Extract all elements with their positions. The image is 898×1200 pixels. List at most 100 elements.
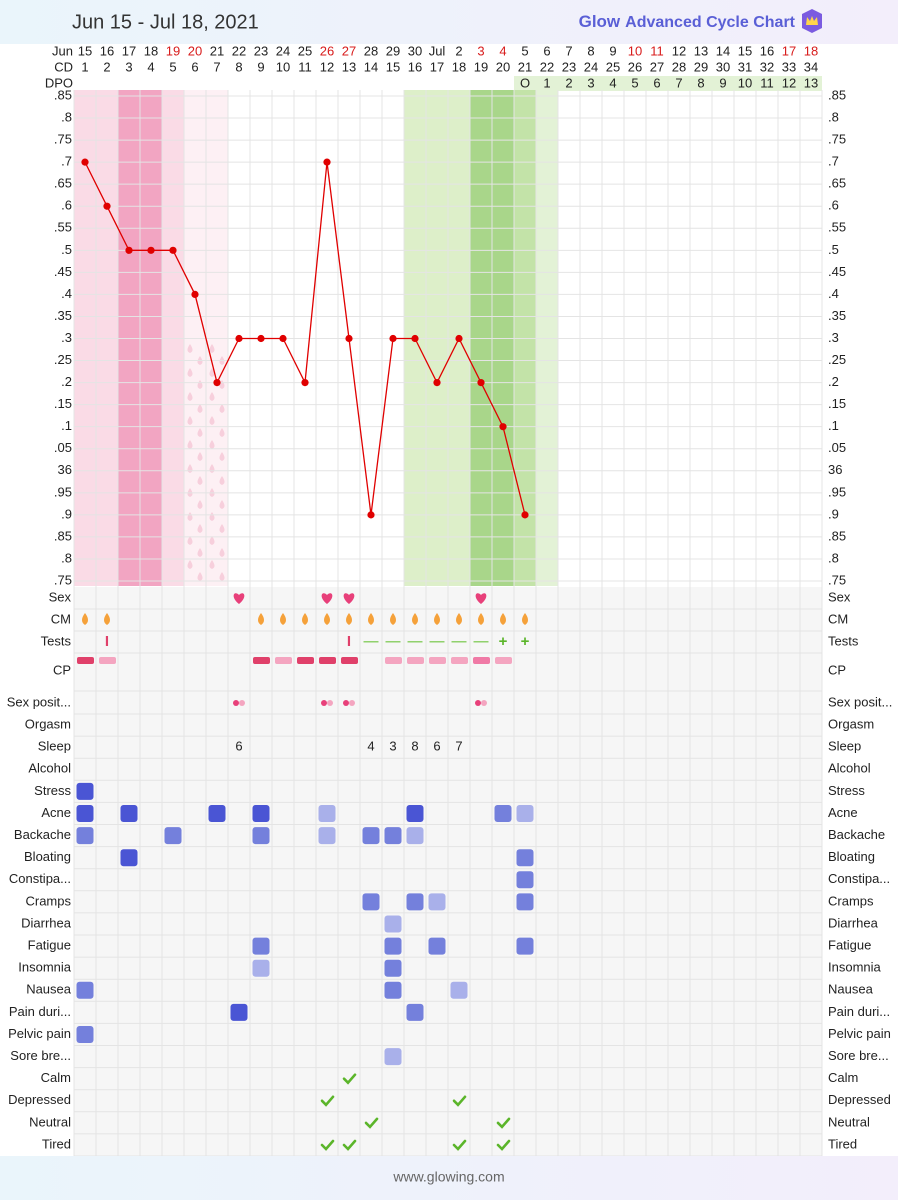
- y-tick-label: .95: [54, 484, 72, 499]
- y-tick-label: .7: [61, 154, 72, 169]
- cp-bar: [341, 657, 358, 664]
- symptom-label: Depressed: [8, 1092, 71, 1107]
- cd-label: 30: [716, 59, 730, 74]
- spotting-drop: [187, 512, 193, 521]
- dpo-bg: [800, 76, 822, 91]
- symptom-square: [384, 981, 402, 999]
- y-tick-label: .45: [54, 264, 72, 279]
- symptom-label-right: Orgasm: [828, 717, 874, 732]
- dpo-label: 2: [565, 75, 572, 90]
- symptom-square: [120, 805, 138, 822]
- spotting-drop: [197, 572, 203, 581]
- symptom-square: [516, 849, 534, 867]
- symptom-label: Orgasm: [25, 717, 71, 732]
- date-label: 13: [694, 43, 708, 58]
- y2-tick-label: .75: [828, 132, 846, 147]
- cm-drop: [82, 613, 88, 625]
- dpo-label: 4: [609, 75, 616, 90]
- mood-check: [342, 1139, 357, 1151]
- symptom-square: [76, 827, 94, 845]
- sleep-hours: 6: [235, 739, 242, 754]
- symptom-label: Sex: [49, 589, 72, 604]
- temperature-point: [323, 158, 331, 166]
- symptom-label-right: Pelvic pain: [828, 1026, 891, 1041]
- spotting-drop: [197, 428, 203, 437]
- date-label: 20: [188, 43, 202, 58]
- position-icon: [481, 700, 487, 706]
- symptom-square: [516, 893, 534, 911]
- cp-bar: [319, 657, 336, 664]
- temperature-point: [477, 378, 485, 387]
- temperature-point: [257, 334, 265, 343]
- brand-subtitle: Advanced Cycle Chart: [625, 14, 796, 31]
- mood-check: [452, 1095, 467, 1107]
- spotting-drop: [209, 512, 215, 521]
- symptom-label-right: Constipa...: [828, 871, 890, 886]
- symptom-square: [164, 827, 182, 845]
- y2-tick-label: .05: [828, 440, 846, 455]
- test-result: I: [347, 633, 351, 650]
- test-result: I: [105, 633, 109, 650]
- symptom-label-right: Sex posit...: [828, 694, 892, 709]
- y-tick-label: .15: [54, 396, 72, 411]
- brand: Glow Advanced Cycle Chart: [579, 12, 796, 31]
- dpo-bg: [668, 76, 690, 91]
- cm-drop: [500, 613, 506, 625]
- temperature-point: [81, 158, 89, 166]
- symptom-label: Calm: [41, 1070, 71, 1085]
- temperature-point: [235, 334, 243, 343]
- spotting-drop: [219, 404, 225, 413]
- temperature-point: [301, 378, 309, 387]
- cd-label: 4: [147, 59, 154, 74]
- symptom-square: [230, 1003, 248, 1021]
- crown: [806, 16, 818, 25]
- symptom-label-right: Pain duri...: [828, 1004, 890, 1019]
- y-tick-label: .85: [54, 528, 72, 543]
- dpo-bg: [756, 76, 778, 91]
- cd-label: 33: [782, 59, 796, 74]
- cd-label: 3: [125, 59, 132, 74]
- dpo-bg: [778, 76, 800, 91]
- dpo-bg: [558, 76, 580, 91]
- symptom-square: [252, 827, 270, 845]
- date-label: 19: [166, 43, 180, 58]
- date-label: 10: [628, 43, 642, 58]
- dpo-bg: [734, 76, 756, 91]
- test-result: —: [386, 633, 401, 650]
- date-label: 22: [232, 43, 246, 58]
- spotting-drop: [209, 440, 215, 449]
- spotting-drop: [219, 572, 225, 581]
- temperature-point: [345, 334, 353, 343]
- sleep-hours: 6: [433, 739, 440, 754]
- symptom-square: [384, 937, 402, 955]
- dpo-label: 11: [760, 75, 774, 90]
- spotting-drop: [209, 536, 215, 545]
- symptom-label: Nausea: [26, 982, 72, 997]
- date-label: 24: [276, 43, 290, 58]
- mood-check: [452, 1139, 467, 1151]
- symptom-square: [120, 849, 138, 867]
- symptom-square: [516, 805, 534, 822]
- symptom-square: [384, 1048, 402, 1066]
- y2-tick-label: .5: [828, 242, 839, 257]
- symptom-label: Constipa...: [9, 871, 71, 886]
- symptom-label: Diarrhea: [21, 915, 72, 930]
- symptom-square: [406, 893, 424, 911]
- date-label: 12: [672, 43, 686, 58]
- y-tick-label: .5: [61, 242, 72, 257]
- cd-label: 26: [628, 59, 642, 74]
- cm-drop: [258, 613, 264, 625]
- cd-label: 17: [430, 59, 444, 74]
- y-tick-label: .8: [61, 550, 72, 565]
- symptom-label: Bloating: [24, 849, 71, 864]
- date-label: 28: [364, 43, 378, 58]
- date-label: 9: [609, 43, 616, 58]
- temperature-point: [169, 246, 177, 254]
- cm-drop: [456, 613, 462, 625]
- cd-label: 6: [191, 59, 198, 74]
- symptom-label: CP: [53, 662, 71, 677]
- footer-bg: [0, 1156, 898, 1200]
- mood-check: [496, 1139, 511, 1151]
- sex-heart: [475, 593, 487, 604]
